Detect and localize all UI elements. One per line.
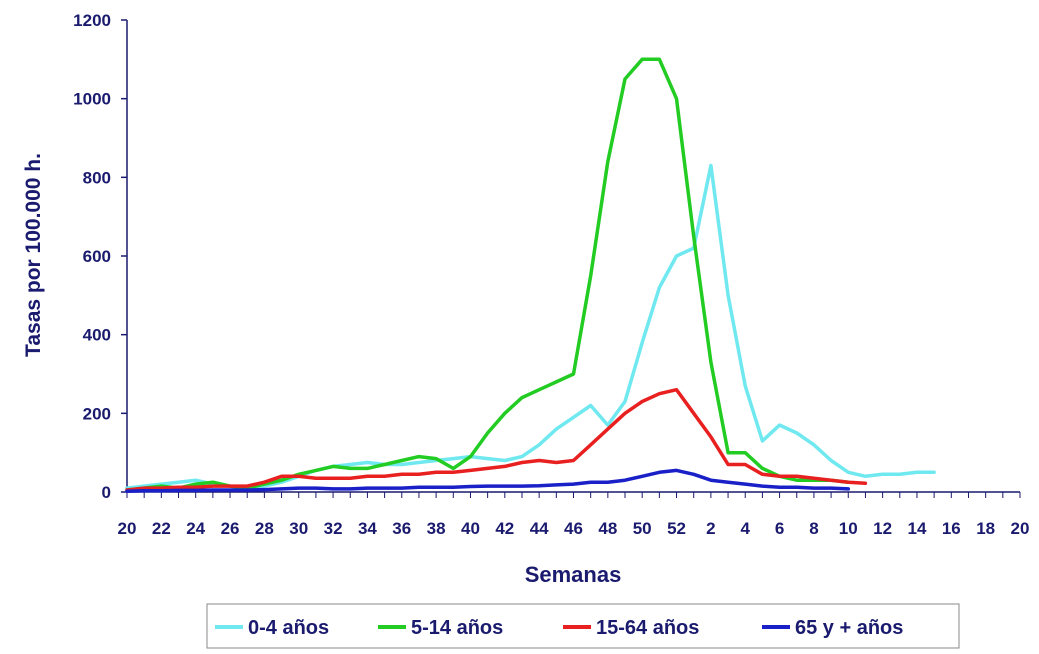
x-tick-label: 24 [186, 519, 205, 538]
x-tick-label: 18 [976, 519, 995, 538]
x-tick-label: 30 [289, 519, 308, 538]
x-tick-label: 28 [255, 519, 274, 538]
x-tick-label: 46 [564, 519, 583, 538]
y-tick-label: 0 [102, 483, 111, 502]
series-line-2 [125, 57, 851, 492]
x-tick-label: 12 [873, 519, 892, 538]
x-tick-label: 16 [942, 519, 961, 538]
legend-label: 15-64 años [596, 617, 699, 639]
x-tick-label: 8 [809, 519, 818, 538]
x-tick-label: 36 [392, 519, 411, 538]
x-tick-label: 40 [461, 519, 480, 538]
x-tick-label: 52 [667, 519, 686, 538]
legend: 0-4 años 5-14 años 15-64 años 65 y + años [206, 603, 960, 649]
x-tick-label: 26 [221, 519, 240, 538]
y-tick-label: 600 [83, 247, 111, 266]
y-tick-label: 1000 [73, 90, 111, 109]
series-line-1 [125, 163, 936, 490]
x-tick-label: 38 [427, 519, 446, 538]
x-tick-label: 34 [358, 519, 377, 538]
y-axis: 0 200 400 600 800 1000 1200 [73, 11, 128, 502]
x-tick-label: 44 [530, 519, 549, 538]
legend-label: 65 y + años [795, 617, 903, 639]
y-tick-label: 1200 [73, 11, 111, 30]
x-tick-label: 10 [839, 519, 858, 538]
x-tick-label: 2 [706, 519, 715, 538]
x-tick-label: 22 [152, 519, 171, 538]
x-tick-label: 42 [495, 519, 514, 538]
x-tick-label: 50 [633, 519, 652, 538]
y-tick-label: 400 [83, 326, 111, 345]
x-tick-label: 32 [324, 519, 343, 538]
legend-label: 5-14 años [411, 617, 503, 639]
x-tick-label: 14 [908, 519, 927, 538]
series-line-4 [125, 468, 851, 493]
y-tick-label: 200 [83, 404, 111, 423]
x-tick-label: 20 [1011, 519, 1030, 538]
x-axis-title: Semanas [525, 562, 622, 587]
x-tick-label: 6 [775, 519, 784, 538]
legend-label: 0-4 años [248, 617, 329, 639]
x-axis: 20 22 24 26 28 30 32 34 36 38 40 42 44 46 48 50 52 2 4 6 8 10… [118, 491, 1030, 538]
x-tick-label: 20 [118, 519, 137, 538]
x-tick-label: 4 [740, 519, 750, 538]
x-tick-label: 48 [598, 519, 617, 538]
series-line-3 [125, 387, 868, 492]
series-lines [125, 57, 936, 493]
y-tick-label: 800 [83, 168, 111, 187]
y-axis-title: Tasas por 100.000 h. [22, 153, 45, 357]
